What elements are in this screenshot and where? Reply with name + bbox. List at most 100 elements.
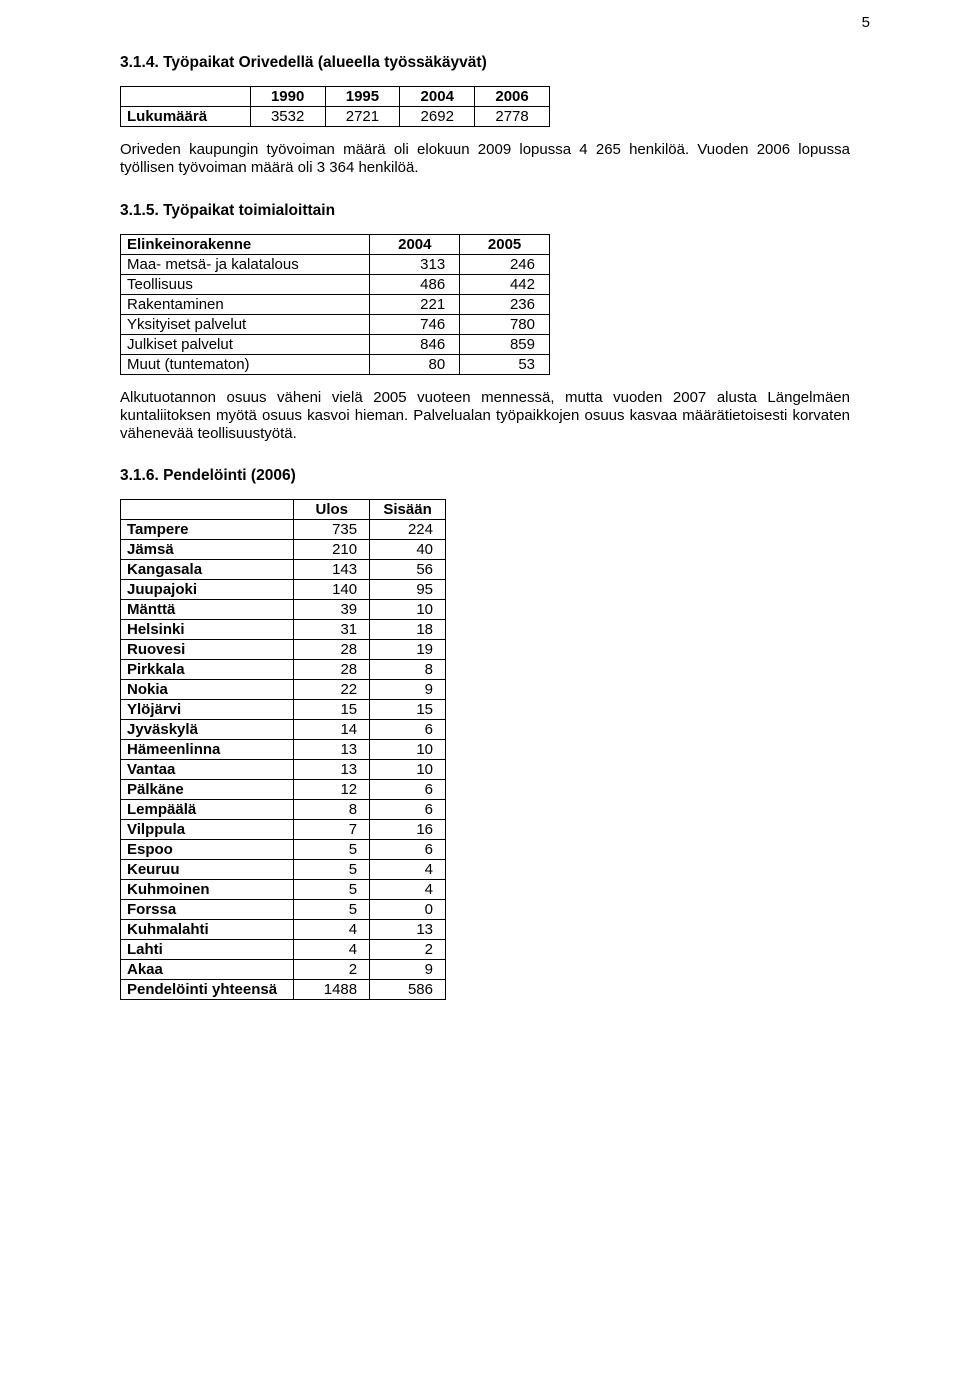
- table-316: UlosSisään Tampere735224Jämsä21040Kangas…: [120, 499, 446, 1000]
- table-row-label: Lukumäärä: [121, 107, 251, 127]
- table-row-label: Jämsä: [121, 540, 294, 560]
- table-cell: 80: [370, 354, 460, 374]
- table-row-label: Rakentaminen: [121, 294, 370, 314]
- table-row-label: Vilppula: [121, 820, 294, 840]
- table-cell: 221: [370, 294, 460, 314]
- table-315: Elinkeinorakenne20042005 Maa- metsä- ja …: [120, 234, 550, 375]
- table-cell: 586: [370, 980, 446, 1000]
- table-row: Pälkäne126: [121, 780, 446, 800]
- table-cell: 0: [370, 900, 446, 920]
- table-cell: 2721: [325, 107, 400, 127]
- table-cell: 2: [370, 940, 446, 960]
- table-header: 1995: [325, 87, 400, 107]
- table-row-label: Yksityiset palvelut: [121, 314, 370, 334]
- table-cell: 14: [294, 720, 370, 740]
- table-row: Pendelöinti yhteensä1488586: [121, 980, 446, 1000]
- table-cell: 224: [370, 520, 446, 540]
- table-cell: 18: [370, 620, 446, 640]
- table-cell: 15: [370, 700, 446, 720]
- table-cell: 31: [294, 620, 370, 640]
- table-row-label: Nokia: [121, 680, 294, 700]
- table-header: [121, 500, 294, 520]
- table-cell: 10: [370, 600, 446, 620]
- table-cell: 2778: [475, 107, 550, 127]
- table-row: Pirkkala288: [121, 660, 446, 680]
- table-row-label: Espoo: [121, 840, 294, 860]
- table-row-label: Pirkkala: [121, 660, 294, 680]
- table-header: 2004: [400, 87, 475, 107]
- table-cell: 10: [370, 740, 446, 760]
- table-row-label: Tampere: [121, 520, 294, 540]
- table-cell: 5: [294, 900, 370, 920]
- table-row: Juupajoki14095: [121, 580, 446, 600]
- table-row: Helsinki3118: [121, 620, 446, 640]
- table-cell: 39: [294, 600, 370, 620]
- table-cell: 859: [460, 334, 550, 354]
- table-cell: 28: [294, 660, 370, 680]
- table-row: Jämsä21040: [121, 540, 446, 560]
- table-cell: 9: [370, 960, 446, 980]
- table-row: Lahti42: [121, 940, 446, 960]
- table-row: Mänttä3910: [121, 600, 446, 620]
- table-cell: 4: [294, 920, 370, 940]
- table-cell: 6: [370, 800, 446, 820]
- table-row: Teollisuus486442: [121, 274, 550, 294]
- table-row: Ruovesi2819: [121, 640, 446, 660]
- table-cell: 846: [370, 334, 460, 354]
- table-cell: 4: [370, 880, 446, 900]
- table-row-label: Kuhmoinen: [121, 880, 294, 900]
- table-row: Kangasala14356: [121, 560, 446, 580]
- table-row: Maa- metsä- ja kalatalous313246: [121, 254, 550, 274]
- table-cell: 1488: [294, 980, 370, 1000]
- table-row-label: Hämeenlinna: [121, 740, 294, 760]
- table-row: Julkiset palvelut846859: [121, 334, 550, 354]
- table-cell: 12: [294, 780, 370, 800]
- table-row: Vilppula716: [121, 820, 446, 840]
- table-cell: 16: [370, 820, 446, 840]
- table-row-label: Ruovesi: [121, 640, 294, 660]
- table-row-label: Ylöjärvi: [121, 700, 294, 720]
- table-cell: 9: [370, 680, 446, 700]
- table-row-label: Juupajoki: [121, 580, 294, 600]
- table-cell: 15: [294, 700, 370, 720]
- table-cell: 140: [294, 580, 370, 600]
- table-cell: 6: [370, 780, 446, 800]
- table-cell: 4: [294, 940, 370, 960]
- table-row: Yksityiset palvelut746780: [121, 314, 550, 334]
- table-cell: 7: [294, 820, 370, 840]
- table-cell: 22: [294, 680, 370, 700]
- table-row-label: Vantaa: [121, 760, 294, 780]
- table-cell: 8: [294, 800, 370, 820]
- table-cell: 95: [370, 580, 446, 600]
- table-row: Espoo56: [121, 840, 446, 860]
- para-315: Alkutuotannon osuus väheni vielä 2005 vu…: [120, 389, 850, 444]
- table-row: Vantaa1310: [121, 760, 446, 780]
- table-row: Keuruu54: [121, 860, 446, 880]
- table-cell: 4: [370, 860, 446, 880]
- table-row-label: Forssa: [121, 900, 294, 920]
- table-row: Hämeenlinna1310: [121, 740, 446, 760]
- table-row-label: Lempäälä: [121, 800, 294, 820]
- table-cell: 313: [370, 254, 460, 274]
- table-row-label: Pendelöinti yhteensä: [121, 980, 294, 1000]
- table-row-label: Pälkäne: [121, 780, 294, 800]
- table-row: Akaa29: [121, 960, 446, 980]
- table-row-label: Maa- metsä- ja kalatalous: [121, 254, 370, 274]
- para-314: Oriveden kaupungin työvoiman määrä oli e…: [120, 141, 850, 178]
- table-cell: 2: [294, 960, 370, 980]
- table-row: Tampere735224: [121, 520, 446, 540]
- table-cell: 13: [294, 760, 370, 780]
- table-314: 1990199520042006 Lukumäärä35322721269227…: [120, 86, 550, 127]
- table-row: Lempäälä86: [121, 800, 446, 820]
- table-cell: 746: [370, 314, 460, 334]
- table-header: 2005: [460, 234, 550, 254]
- table-cell: 6: [370, 720, 446, 740]
- table-header: 2006: [475, 87, 550, 107]
- table-cell: 6: [370, 840, 446, 860]
- table-row: Muut (tuntematon)8053: [121, 354, 550, 374]
- table-header: Elinkeinorakenne: [121, 234, 370, 254]
- table-row-label: Kangasala: [121, 560, 294, 580]
- table-row-label: Mänttä: [121, 600, 294, 620]
- table-row-label: Jyväskylä: [121, 720, 294, 740]
- table-row: Rakentaminen221236: [121, 294, 550, 314]
